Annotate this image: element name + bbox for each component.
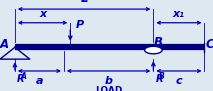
Text: B: B bbox=[154, 36, 163, 49]
Text: B: B bbox=[159, 72, 165, 81]
Text: a: a bbox=[36, 76, 43, 86]
Text: R: R bbox=[155, 74, 163, 84]
Text: C: C bbox=[206, 38, 213, 51]
Text: A: A bbox=[0, 38, 9, 51]
Text: L: L bbox=[80, 0, 88, 5]
Text: x₁: x₁ bbox=[173, 9, 185, 19]
Text: x: x bbox=[39, 9, 46, 19]
Text: b: b bbox=[105, 76, 113, 86]
Text: c: c bbox=[176, 76, 182, 86]
Text: A: A bbox=[21, 72, 27, 81]
Text: LOAD: LOAD bbox=[95, 86, 122, 91]
Circle shape bbox=[145, 46, 162, 54]
Text: R: R bbox=[17, 74, 24, 84]
Text: P: P bbox=[76, 20, 84, 30]
